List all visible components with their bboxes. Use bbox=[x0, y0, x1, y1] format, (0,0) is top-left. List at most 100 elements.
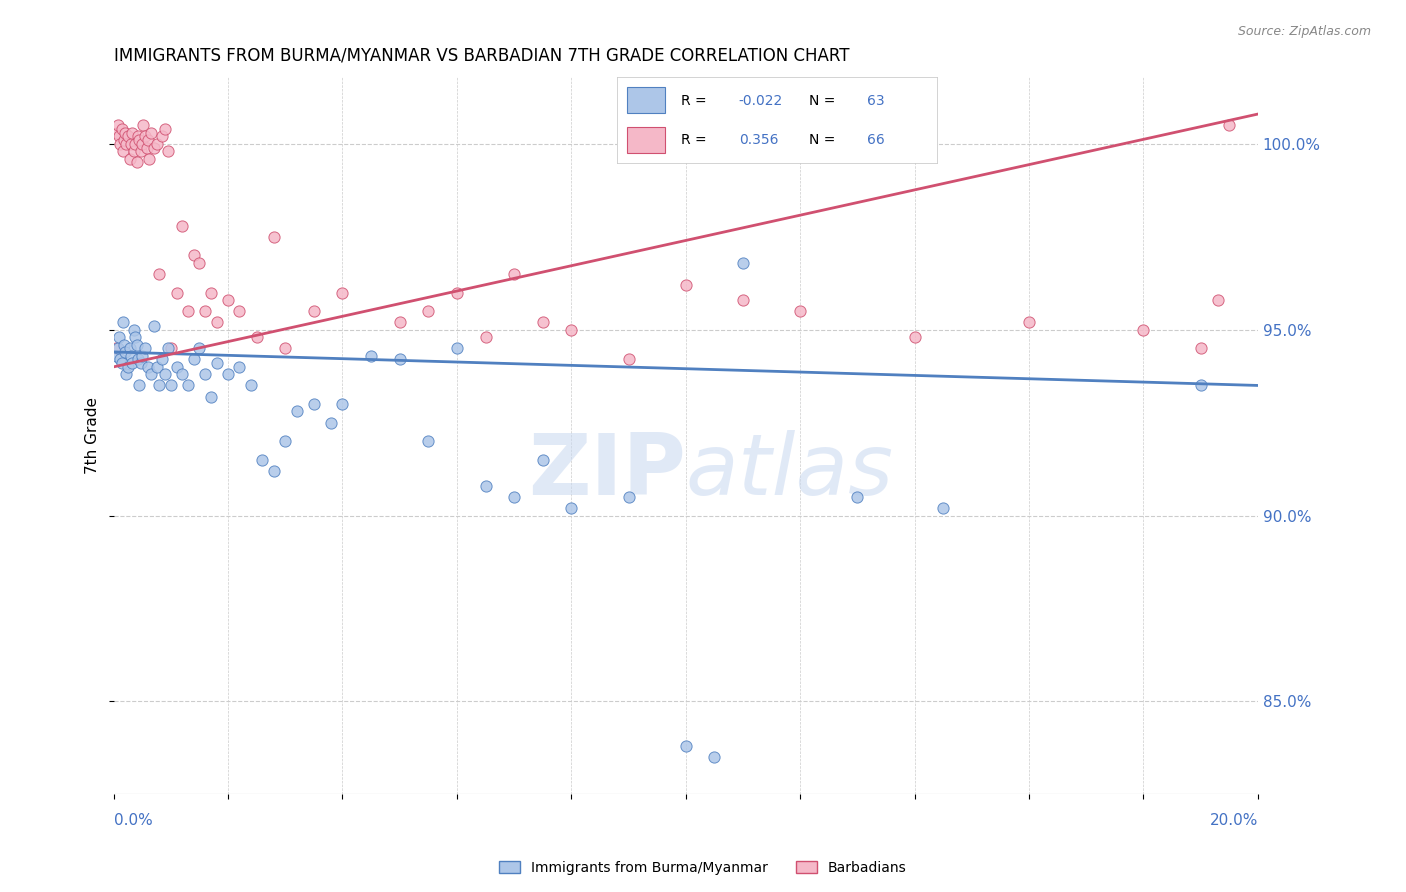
Legend: Immigrants from Burma/Myanmar, Barbadians: Immigrants from Burma/Myanmar, Barbadian… bbox=[494, 855, 912, 880]
Point bbox=[228, 359, 250, 374]
Point bbox=[503, 267, 526, 281]
Point bbox=[274, 434, 297, 449]
Point bbox=[118, 341, 141, 355]
Point bbox=[239, 378, 262, 392]
Point bbox=[142, 140, 165, 154]
Point bbox=[172, 219, 194, 233]
Point bbox=[118, 152, 141, 166]
Text: 0.0%: 0.0% bbox=[114, 813, 152, 828]
Point bbox=[148, 267, 170, 281]
Point bbox=[117, 129, 139, 144]
Point bbox=[1206, 293, 1229, 307]
Point bbox=[156, 341, 179, 355]
Point bbox=[200, 390, 222, 404]
Point bbox=[177, 304, 200, 318]
Point bbox=[474, 479, 496, 493]
Point bbox=[252, 452, 274, 467]
Text: Source: ZipAtlas.com: Source: ZipAtlas.com bbox=[1237, 25, 1371, 38]
Point bbox=[217, 293, 239, 307]
Point bbox=[675, 278, 697, 293]
Y-axis label: 7th Grade: 7th Grade bbox=[86, 397, 100, 475]
Point bbox=[110, 136, 132, 151]
Point bbox=[105, 126, 128, 140]
Point bbox=[115, 368, 138, 382]
Point bbox=[217, 368, 239, 382]
Point bbox=[148, 378, 170, 392]
Point bbox=[125, 337, 148, 351]
Point bbox=[125, 155, 148, 169]
Point bbox=[135, 140, 157, 154]
Point bbox=[108, 330, 131, 344]
Point bbox=[128, 378, 150, 392]
Point bbox=[332, 397, 354, 411]
Point bbox=[846, 490, 869, 504]
Point bbox=[319, 416, 342, 430]
Point bbox=[124, 136, 146, 151]
Point bbox=[246, 330, 269, 344]
Point bbox=[110, 352, 132, 367]
Point bbox=[172, 368, 194, 382]
Point bbox=[131, 136, 153, 151]
Point bbox=[105, 349, 128, 363]
Point bbox=[446, 285, 468, 300]
Point bbox=[142, 318, 165, 333]
Point bbox=[731, 256, 754, 270]
Point bbox=[360, 349, 382, 363]
Point bbox=[145, 359, 167, 374]
Point bbox=[274, 341, 297, 355]
Point bbox=[205, 356, 228, 370]
Point bbox=[117, 359, 139, 374]
Point bbox=[1218, 118, 1240, 132]
Point bbox=[194, 304, 217, 318]
Point bbox=[139, 126, 162, 140]
Point bbox=[560, 501, 582, 516]
Point bbox=[388, 352, 411, 367]
Point bbox=[122, 145, 145, 159]
Point bbox=[138, 152, 160, 166]
Point bbox=[136, 359, 159, 374]
Point bbox=[177, 378, 200, 392]
Point bbox=[703, 750, 725, 764]
Point bbox=[531, 315, 554, 329]
Point bbox=[418, 434, 440, 449]
Point bbox=[153, 122, 176, 136]
Point bbox=[903, 330, 925, 344]
Point bbox=[112, 337, 135, 351]
Point bbox=[1132, 323, 1154, 337]
Point bbox=[111, 315, 134, 329]
Point bbox=[1189, 341, 1212, 355]
Point bbox=[166, 285, 188, 300]
Point bbox=[153, 368, 176, 382]
Point bbox=[111, 122, 134, 136]
Point bbox=[108, 129, 131, 144]
Point bbox=[114, 345, 136, 359]
Point bbox=[128, 133, 150, 147]
Point bbox=[263, 229, 285, 244]
Point bbox=[111, 356, 134, 370]
Point bbox=[474, 330, 496, 344]
Text: atlas: atlas bbox=[686, 430, 894, 513]
Point bbox=[388, 315, 411, 329]
Point bbox=[156, 145, 179, 159]
Text: 20.0%: 20.0% bbox=[1209, 813, 1258, 828]
Point bbox=[114, 126, 136, 140]
Point bbox=[112, 133, 135, 147]
Point bbox=[302, 397, 325, 411]
Point bbox=[183, 352, 205, 367]
Point bbox=[160, 341, 183, 355]
Point bbox=[285, 404, 308, 418]
Point bbox=[150, 129, 173, 144]
Point bbox=[731, 293, 754, 307]
Text: IMMIGRANTS FROM BURMA/MYANMAR VS BARBADIAN 7TH GRADE CORRELATION CHART: IMMIGRANTS FROM BURMA/MYANMAR VS BARBADI… bbox=[114, 46, 849, 64]
Point bbox=[139, 368, 162, 382]
Point bbox=[120, 136, 142, 151]
Point bbox=[1189, 378, 1212, 392]
Point bbox=[115, 136, 138, 151]
Point bbox=[503, 490, 526, 504]
Point bbox=[124, 330, 146, 344]
Point bbox=[104, 341, 127, 355]
Point bbox=[418, 304, 440, 318]
Point bbox=[200, 285, 222, 300]
Point bbox=[617, 490, 640, 504]
Point bbox=[129, 145, 152, 159]
